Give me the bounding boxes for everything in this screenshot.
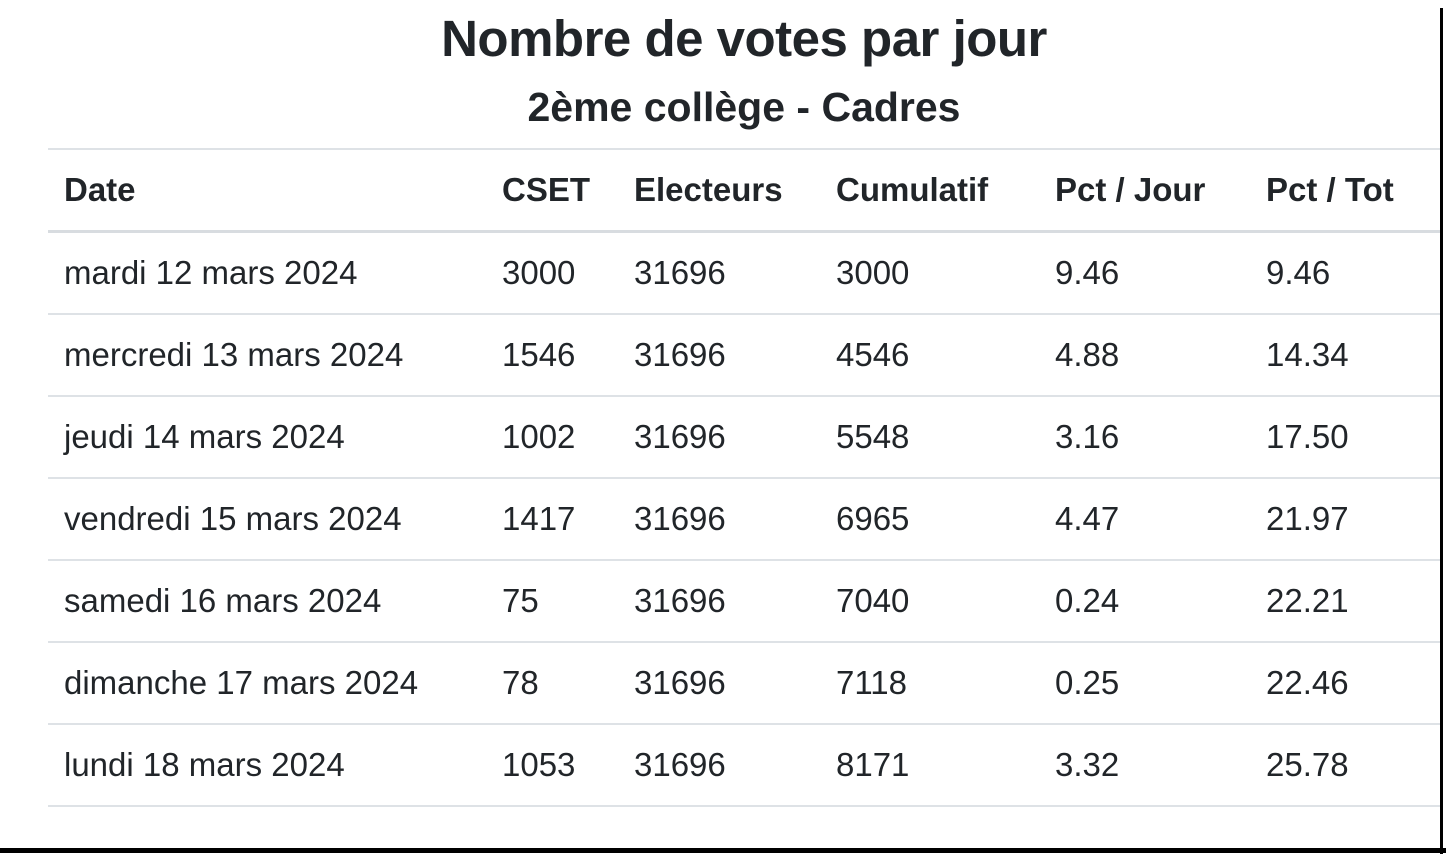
table-cell: dimanche 17 mars 2024 <box>48 641 486 725</box>
table-cell: 31696 <box>618 313 820 397</box>
table-cell: 1417 <box>486 477 618 561</box>
column-header-pct-tot: Pct / Tot <box>1250 148 1440 234</box>
table-cell: 5548 <box>820 395 1039 479</box>
table-cell: 6965 <box>820 477 1039 561</box>
table-cell: 31696 <box>618 230 820 315</box>
table-cell: 4546 <box>820 313 1039 397</box>
table-cell: 1053 <box>486 723 618 808</box>
table-cell: 0.24 <box>1039 559 1250 643</box>
table-cell: 31696 <box>618 641 820 725</box>
table-cell: 78 <box>486 641 618 725</box>
page-content: Nombre de votes par jour 2ème collège - … <box>48 8 1440 808</box>
page-title: Nombre de votes par jour <box>441 10 1047 67</box>
column-header-date: Date <box>48 148 486 234</box>
table-row: mardi 12 mars 2024 3000 31696 3000 9.46 9.46 <box>48 230 1440 315</box>
table-cell: mardi 12 mars 2024 <box>48 230 486 315</box>
table-cell: lundi 18 mars 2024 <box>48 723 486 808</box>
table-row: vendredi 15 mars 2024 1417 31696 6965 4.47 21… <box>48 477 1440 561</box>
table-cell: 7118 <box>820 641 1039 725</box>
table-cell: 4.47 <box>1039 477 1250 561</box>
table-row: dimanche 17 mars 2024 78 31696 7118 0.25 22.4… <box>48 641 1440 725</box>
table-row: lundi 18 mars 2024 1053 31696 8171 3.32 25.78 <box>48 723 1440 808</box>
table-cell: 9.46 <box>1250 230 1440 315</box>
table-row: mercredi 13 mars 2024 1546 31696 4546 4.88 14… <box>48 313 1440 397</box>
column-header-pct-jour: Pct / Jour <box>1039 148 1250 234</box>
column-header-electeurs: Electeurs <box>618 148 820 234</box>
table-cell: 1002 <box>486 395 618 479</box>
table-cell: samedi 16 mars 2024 <box>48 559 486 643</box>
votes-per-day-table: Date CSET Electeurs Cumulatif Pct / Jour… <box>48 148 1440 808</box>
table-cell: 31696 <box>618 395 820 479</box>
page-subtitle: 2ème collège - Cadres <box>527 84 961 131</box>
table-cell: 1546 <box>486 313 618 397</box>
table-cell: 25.78 <box>1250 723 1440 808</box>
table-cell: 31696 <box>618 559 820 643</box>
table-cell: 3.16 <box>1039 395 1250 479</box>
table-row: samedi 16 mars 2024 75 31696 7040 0.24 22.21 <box>48 559 1440 643</box>
table-cell: 0.25 <box>1039 641 1250 725</box>
table-cell: 21.97 <box>1250 477 1440 561</box>
table-cell: vendredi 15 mars 2024 <box>48 477 486 561</box>
table-cell: 9.46 <box>1039 230 1250 315</box>
table-cell: 14.34 <box>1250 313 1440 397</box>
table-cell: 4.88 <box>1039 313 1250 397</box>
table-body: mardi 12 mars 2024 3000 31696 3000 9.46 9.46 m… <box>48 230 1440 808</box>
table-cell: 8171 <box>820 723 1039 808</box>
table-cell: 3000 <box>486 230 618 315</box>
table-cell: 31696 <box>618 477 820 561</box>
window-border-right <box>1440 8 1443 854</box>
table-cell: 3.32 <box>1039 723 1250 808</box>
table-cell: 3000 <box>820 230 1039 315</box>
window-border-bottom <box>0 848 1446 853</box>
table-cell: 75 <box>486 559 618 643</box>
table-header-row: Date CSET Electeurs Cumulatif Pct / Jour… <box>48 148 1440 234</box>
table-cell: 17.50 <box>1250 395 1440 479</box>
column-header-cumulatif: Cumulatif <box>820 148 1039 234</box>
table-cell: 7040 <box>820 559 1039 643</box>
table-cell: 31696 <box>618 723 820 808</box>
column-header-cset: CSET <box>486 148 618 234</box>
table-cell: 22.46 <box>1250 641 1440 725</box>
table-cell: jeudi 14 mars 2024 <box>48 395 486 479</box>
table-cell: mercredi 13 mars 2024 <box>48 313 486 397</box>
table-row: jeudi 14 mars 2024 1002 31696 5548 3.16 17.50 <box>48 395 1440 479</box>
table-cell: 22.21 <box>1250 559 1440 643</box>
